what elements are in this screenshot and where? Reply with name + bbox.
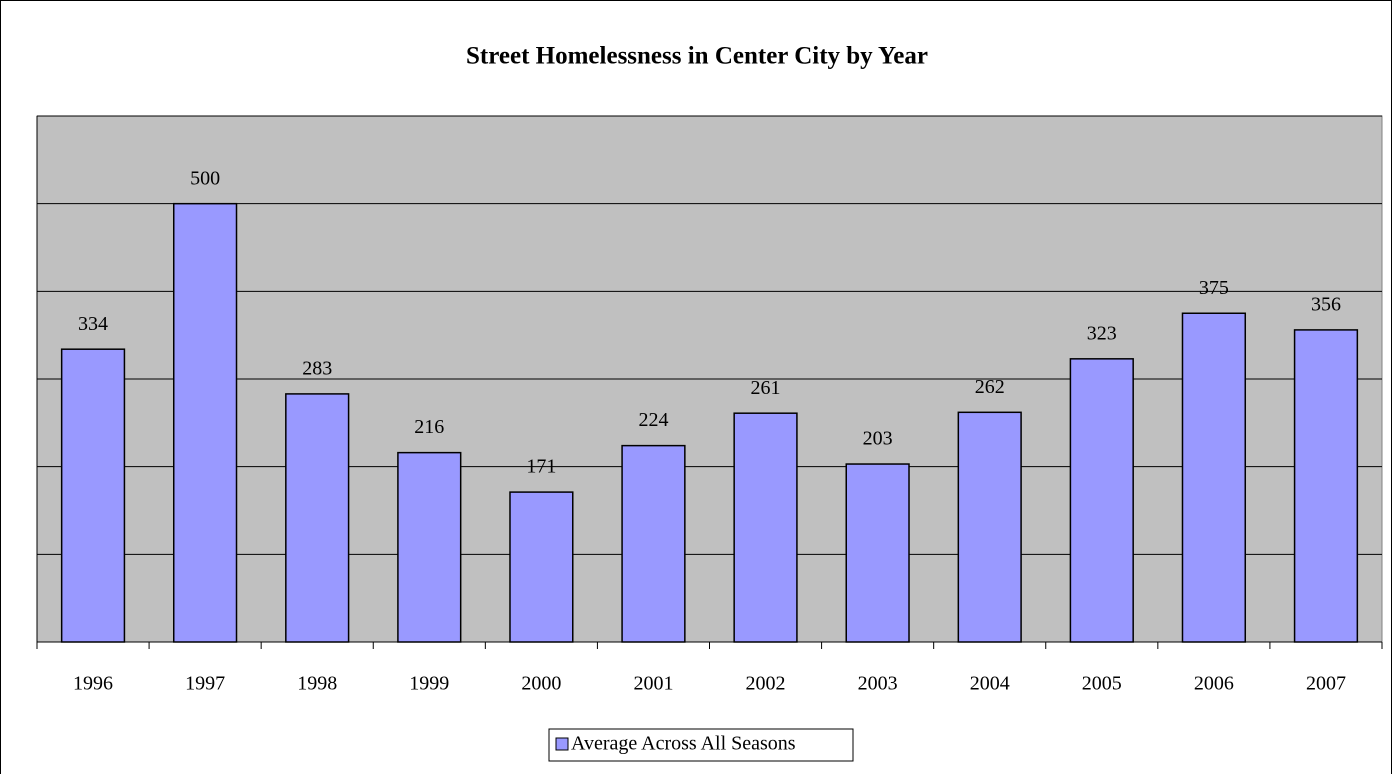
data-label: 500 bbox=[190, 167, 220, 189]
data-label: 261 bbox=[751, 377, 781, 399]
x-tick-label: 2005 bbox=[1082, 673, 1122, 695]
bar bbox=[172, 202, 238, 643]
x-tick-label: 2003 bbox=[858, 673, 898, 695]
x-tick-label: 1999 bbox=[409, 673, 449, 695]
bar bbox=[285, 393, 350, 643]
x-tick-label: 1997 bbox=[185, 673, 225, 695]
data-label: 356 bbox=[1311, 294, 1341, 316]
bar bbox=[509, 491, 574, 643]
x-tick-label: 2002 bbox=[746, 673, 786, 695]
x-tick-label: 2007 bbox=[1306, 673, 1346, 695]
legend-box bbox=[548, 728, 854, 762]
bar bbox=[845, 463, 910, 643]
data-label: 203 bbox=[863, 428, 893, 450]
chart-title: Street Homelessness in Center City by Ye… bbox=[466, 43, 928, 70]
bar bbox=[733, 412, 798, 643]
bar bbox=[1293, 329, 1359, 643]
data-label: 171 bbox=[526, 456, 556, 478]
legend-swatch bbox=[555, 737, 569, 751]
x-tick-label: 2004 bbox=[970, 673, 1010, 695]
bar bbox=[1181, 312, 1247, 643]
data-label: 216 bbox=[414, 416, 444, 438]
bar bbox=[60, 348, 126, 643]
bar bbox=[957, 411, 1022, 643]
x-tick-label: 2006 bbox=[1194, 673, 1234, 695]
bar bbox=[621, 444, 686, 643]
data-label: 334 bbox=[78, 313, 108, 335]
data-label: 262 bbox=[975, 376, 1005, 398]
bar bbox=[397, 451, 462, 643]
bar bbox=[1069, 358, 1134, 643]
data-label: 323 bbox=[1087, 322, 1117, 344]
x-tick-label: 1996 bbox=[73, 673, 113, 695]
data-label: 375 bbox=[1199, 277, 1229, 299]
x-tick-label: 2001 bbox=[633, 673, 673, 695]
data-label: 224 bbox=[638, 409, 668, 431]
x-tick-label: 2000 bbox=[521, 673, 561, 695]
legend-label: Average Across All Seasons bbox=[571, 733, 796, 755]
data-label: 283 bbox=[302, 357, 332, 379]
x-tick-label: 1998 bbox=[297, 673, 337, 695]
